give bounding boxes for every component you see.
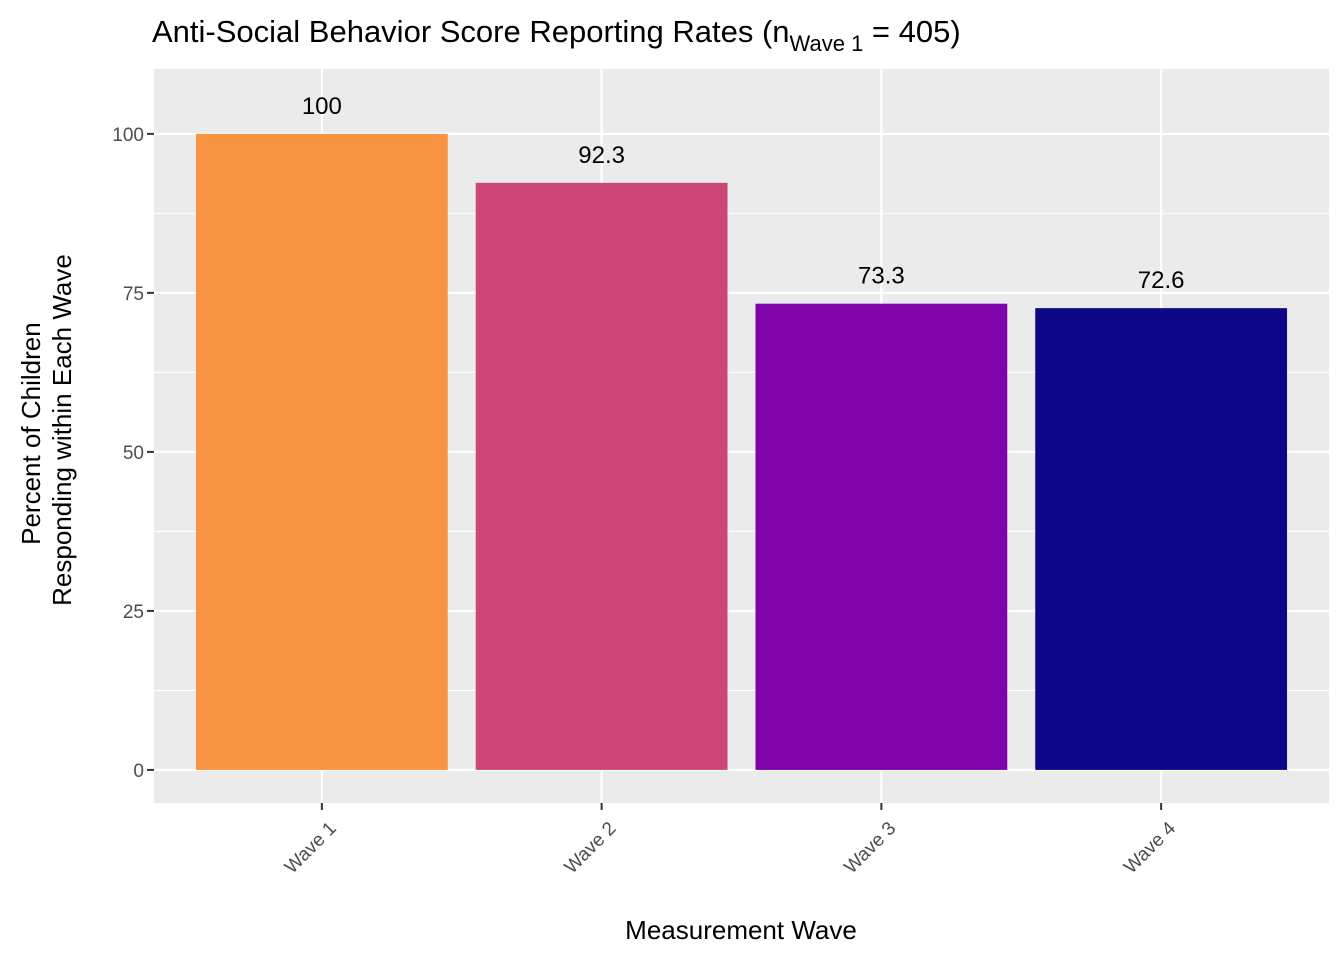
x-tick-label: Wave 3	[840, 818, 900, 878]
bar-value-label: 100	[302, 93, 342, 120]
bar-value-label: 73.3	[858, 263, 905, 290]
x-tick-label: Wave 4	[1120, 818, 1180, 878]
data-labels: 100 92.3 73.3 72.6	[302, 93, 1185, 294]
bar	[755, 303, 1008, 770]
bar	[195, 133, 448, 770]
y-axis: 0 25 50 75 100	[112, 125, 154, 782]
y-tick-label: 100	[112, 125, 144, 146]
bar	[475, 182, 728, 770]
y-tick-label: 0	[133, 761, 144, 782]
chart-title-prefix: Anti-Social Behavior Score Reporting Rat…	[152, 14, 790, 49]
chart-title-suffix: = 405)	[863, 14, 960, 49]
bar	[1035, 308, 1288, 770]
x-axis-title: Measurement Wave	[625, 915, 857, 945]
y-tick-label: 50	[123, 443, 144, 464]
bar-value-label: 92.3	[578, 142, 625, 169]
y-axis-title-line-2: Responding within Each Wave	[47, 254, 77, 606]
y-axis-title: Percent of Children Responding within Ea…	[16, 254, 77, 606]
y-axis-title-line-1: Percent of Children	[16, 322, 46, 545]
chart-title: Anti-Social Behavior Score Reporting Rat…	[152, 14, 961, 56]
y-tick-label: 75	[123, 284, 144, 305]
bars	[195, 133, 1288, 770]
x-tick-label: Wave 2	[561, 818, 621, 878]
x-axis: Wave 1 Wave 2 Wave 3 Wave 4	[281, 803, 1180, 878]
bar-value-label: 72.6	[1138, 267, 1185, 294]
chart-title-subscript: Wave 1	[790, 31, 864, 56]
x-tick-label: Wave 1	[281, 818, 341, 878]
y-tick-label: 25	[123, 602, 144, 623]
